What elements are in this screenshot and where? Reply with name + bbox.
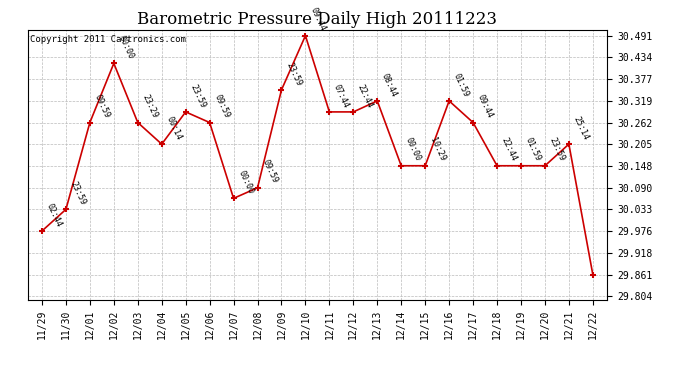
Text: Copyright 2011 Cartronics.com: Copyright 2011 Cartronics.com — [30, 35, 186, 44]
Title: Barometric Pressure Daily High 20111223: Barometric Pressure Daily High 20111223 — [137, 12, 497, 28]
Text: 01:59: 01:59 — [524, 136, 542, 163]
Text: 09:44: 09:44 — [308, 6, 327, 33]
Text: 00:00: 00:00 — [404, 136, 423, 163]
Text: 22:44: 22:44 — [356, 82, 375, 109]
Text: 08:44: 08:44 — [380, 72, 399, 98]
Text: 23:59: 23:59 — [69, 180, 88, 207]
Text: 23:59: 23:59 — [188, 82, 207, 109]
Text: 23:29: 23:29 — [141, 93, 159, 120]
Text: 23:59: 23:59 — [284, 61, 303, 87]
Text: 01:59: 01:59 — [452, 72, 471, 98]
Text: 25:14: 25:14 — [571, 115, 591, 141]
Text: 07:44: 07:44 — [332, 82, 351, 109]
Text: 02:44: 02:44 — [45, 202, 63, 228]
Text: 09:59: 09:59 — [92, 93, 111, 120]
Text: 09:44: 09:44 — [476, 93, 495, 120]
Text: 09:59: 09:59 — [213, 93, 231, 120]
Text: 00:00: 00:00 — [117, 34, 135, 61]
Text: 00:14: 00:14 — [164, 115, 184, 141]
Text: 23:59: 23:59 — [548, 136, 566, 163]
Text: 00:00: 00:00 — [237, 169, 255, 196]
Text: 10:29: 10:29 — [428, 136, 446, 163]
Text: 09:59: 09:59 — [260, 159, 279, 185]
Text: 22:44: 22:44 — [500, 136, 518, 163]
